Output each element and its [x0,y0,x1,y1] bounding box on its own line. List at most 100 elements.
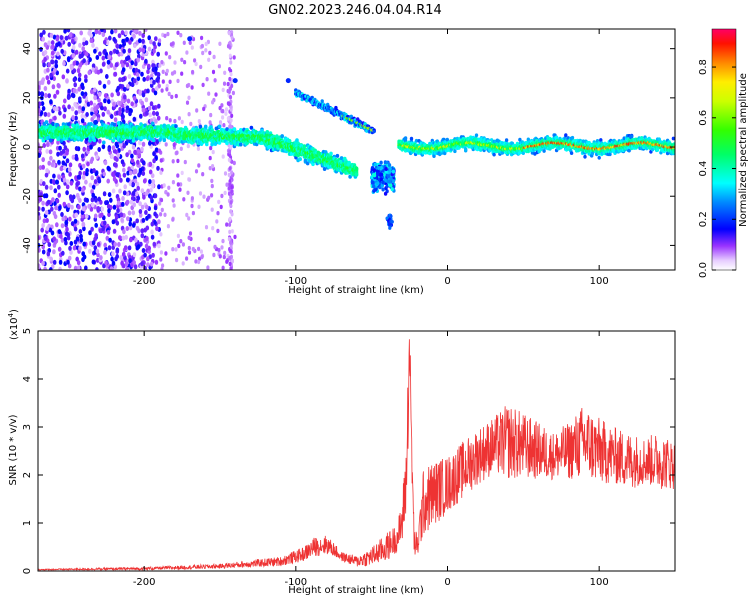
spectrogram-cell [188,231,193,236]
spectrogram-cell [230,113,234,119]
spectrogram-cell [176,233,180,239]
spectrogram-cell [132,252,137,258]
spectrogram-cell [228,255,232,261]
spectrogram-cell [153,211,157,217]
spectrogram-cell [84,74,88,80]
spectrogram-cell [171,198,175,203]
spectrogram-cell [193,58,197,63]
spectrogram-cell [181,261,185,266]
spectrogram-cell [159,170,163,175]
spectrogram-cell [53,67,57,73]
spectrogram-cell [61,122,66,127]
spectrogram-cell [81,206,86,212]
spectrogram-cell [102,191,107,197]
spectrogram-cell [183,159,187,165]
spectrogram-cell [123,94,127,100]
spectrogram-cell [145,236,149,241]
spectrogram-cell [147,245,151,251]
spectrogram-cell [229,118,233,123]
spectrogram-cell [130,82,135,88]
spectrogram-cell [226,44,230,49]
spectrogram-cell [67,104,71,110]
spectrogram-cell [38,108,41,114]
spectrogram-cell [121,251,126,257]
spectrogram-cell [140,261,144,267]
spectrogram-cell [168,55,172,60]
spectrogram-cell [76,68,81,74]
spectrogram-cell [171,180,175,185]
spectrogram-cell [191,246,195,252]
spectrogram-cell [179,33,183,38]
spectrogram-cell [70,204,74,210]
spectrogram-cell [151,105,156,111]
spectrogram-cell [128,254,132,260]
spectrogram-cell [61,160,66,166]
spectrogram-cell [229,144,233,150]
spectrogram-cell [112,122,117,127]
spectrogram-cell [144,191,149,197]
spectrogram-cell [110,29,114,35]
spectrogram-cell [239,142,243,147]
spectrogram-cell [156,115,161,121]
spectrogram-cell [107,192,112,198]
spectrogram-cell [122,229,126,235]
spectrogram-cell [55,222,59,228]
spectrogram-cell [227,157,231,163]
spectrogram-cell [62,113,67,119]
spectrogram-cell [78,229,83,234]
spectrogram-cell [120,159,125,165]
spectrogram-cell [185,83,189,89]
spectrogram-cell [116,85,120,91]
spectrogram-cell [138,167,143,173]
spectrogram-cell [142,194,146,200]
spectrogram-cell [223,70,227,76]
spectrogram-cell [158,38,162,43]
spectrogram-cell [121,201,125,207]
spectrogram-cell [166,192,170,197]
spectrogram-cell [67,41,71,47]
spectrogram-cell [228,261,232,267]
spectrogram-cell [389,183,393,188]
spectrogram-cell [102,171,106,177]
spectrogram-cell [228,248,232,253]
spectrogram-cell [151,59,155,65]
spectrogram-cell [229,200,233,205]
spectrogram-cell [133,264,138,270]
spectrogram-cell [104,54,109,60]
spectrogram-cell [133,78,137,84]
spectrogram-cell [226,81,230,87]
spectrogram-cell [186,143,190,149]
spectrogram-cell [49,155,53,161]
spectrogram-cell [46,199,51,205]
spectrogram-cell [58,266,62,270]
spectrogram-cell [190,196,194,201]
spectrogram-cell [95,257,100,263]
spectrogram-cell [87,203,91,209]
spectrogram-cell [90,226,94,232]
spectrogram-cell [148,179,152,185]
spectrogram-cell [354,172,359,177]
spectrogram-cell [156,72,161,77]
spectrogram-cell [197,119,201,124]
spectrogram-cell [209,145,213,151]
spectrogram-cell [204,225,209,230]
spectrogram-cell [107,54,111,60]
spectrogram-cell [89,122,93,126]
spectrogram-cell [78,170,82,176]
spectrogram-cell [78,62,83,68]
spectrogram-cell [210,193,214,198]
spectrogram-cell [65,68,70,74]
spectrogram-cell [145,225,150,231]
spectrogram-cell [81,85,85,91]
spectrogram-cell [92,138,97,143]
spectrogram-cell [126,98,131,104]
spectrogram-cell [116,208,120,214]
spectrogram-cell [372,129,376,134]
spectrogram-cell [98,51,102,57]
spectrogram-cell [229,124,232,129]
spectrogram-cell [203,124,208,129]
spectrogram-cell [41,77,45,83]
spectrogram-cell [103,160,108,166]
spectrogram-cell [228,152,232,158]
spectrogram-cell [185,100,190,105]
